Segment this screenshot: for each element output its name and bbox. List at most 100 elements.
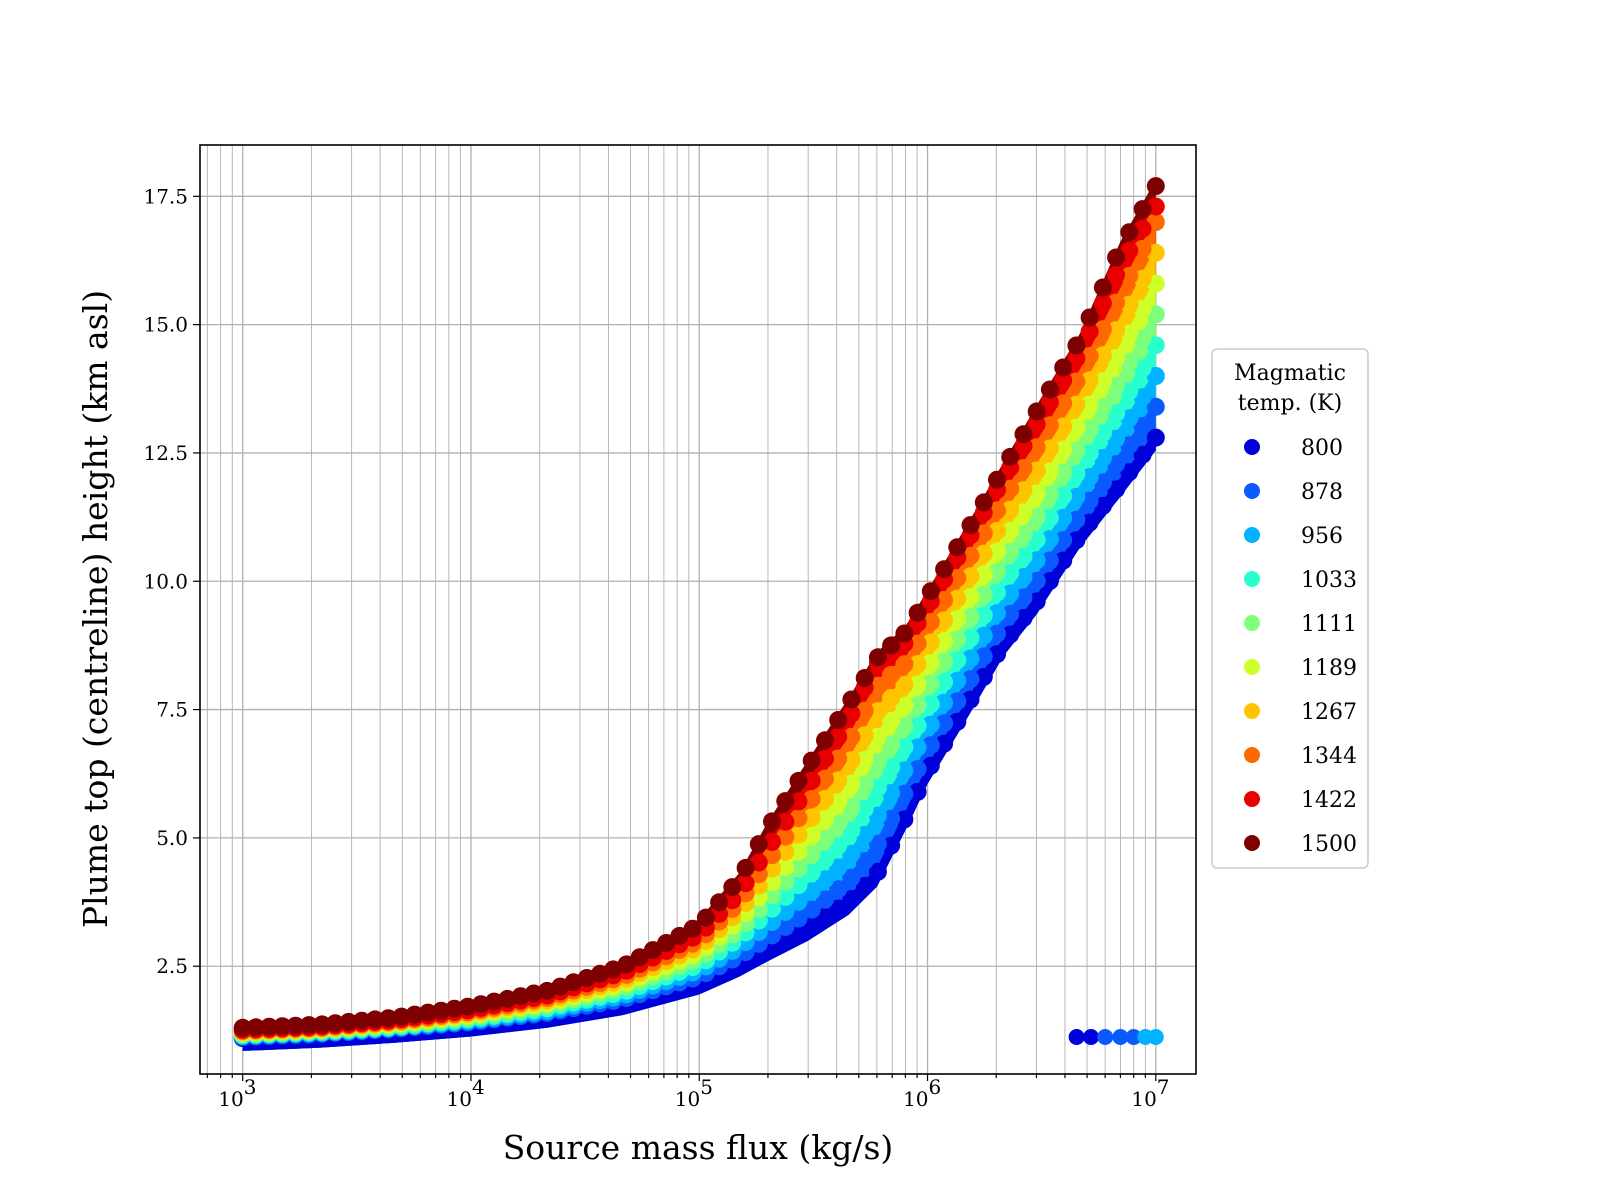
data-point-1500 xyxy=(630,948,649,967)
data-point-1500 xyxy=(260,1017,279,1036)
data-point-1111 xyxy=(1067,441,1086,460)
data-point-1033 xyxy=(948,651,967,670)
data-point-1344 xyxy=(1001,479,1020,498)
data-point-1500 xyxy=(1040,380,1059,399)
data-point-1189 xyxy=(802,826,821,845)
data-point-956 xyxy=(948,671,967,690)
data-point-1267 xyxy=(1014,481,1033,500)
data-point-1267 xyxy=(802,808,821,827)
data-point-1500 xyxy=(829,711,848,729)
x-tick-exponent: 7 xyxy=(1157,1075,1170,1099)
data-point-1267 xyxy=(1120,295,1139,314)
data-point-1033 xyxy=(855,799,874,818)
data-point-1500 xyxy=(352,1011,371,1030)
legend-marker-1033 xyxy=(1244,571,1260,587)
data-point-1500 xyxy=(749,835,768,854)
data-point-1267 xyxy=(935,611,954,630)
data-point-1189 xyxy=(961,588,980,606)
data-point-878 xyxy=(842,868,861,887)
data-point-1189 xyxy=(855,750,874,769)
x-tick-label: 10 3 xyxy=(218,1075,256,1111)
x-tick-label: 10 5 xyxy=(675,1075,713,1111)
data-point-878 xyxy=(1067,510,1086,529)
data-point-956 xyxy=(763,913,781,931)
data-point-800 xyxy=(935,734,954,753)
data-point-1500 xyxy=(617,955,636,974)
y-axis-ticks: 2.5 5.0 7.5 10.0 12.5 15.0 17.5 xyxy=(143,184,200,978)
data-point-1344 xyxy=(908,634,927,653)
legend-marker-1500 xyxy=(1244,835,1260,851)
data-point-1500 xyxy=(1146,177,1165,196)
legend-title: temp. (K) xyxy=(1238,391,1342,416)
data-point-1500 xyxy=(405,1005,424,1024)
legend-label-1111: 1111 xyxy=(1301,612,1357,637)
y-tick-label: 17.5 xyxy=(143,184,188,208)
data-point-800 xyxy=(842,890,861,908)
data-point-1500 xyxy=(432,1001,451,1020)
data-point-1267 xyxy=(1080,371,1099,390)
data-point-1500 xyxy=(1120,223,1139,242)
data-point-1267 xyxy=(921,633,940,652)
data-point-878 xyxy=(1001,605,1020,623)
data-point-956 xyxy=(1067,487,1086,506)
data-point-1111 xyxy=(1040,485,1059,504)
data-point-1500 xyxy=(683,919,702,938)
data-point-1267 xyxy=(961,567,980,586)
data-point-1189 xyxy=(816,810,834,828)
data-point-1344 xyxy=(1107,293,1126,312)
data-point-1422 xyxy=(1080,322,1099,341)
data-point-800 xyxy=(1001,625,1020,644)
data-point-1500 xyxy=(233,1018,252,1037)
data-point-1422 xyxy=(1093,294,1112,313)
data-point-800 xyxy=(1120,463,1139,482)
data-point-1500 xyxy=(286,1016,305,1035)
x-tick-base: 10 xyxy=(903,1087,928,1111)
legend-label-800: 800 xyxy=(1301,436,1343,461)
data-point-1111 xyxy=(789,859,808,878)
data-point-1500 xyxy=(379,1009,398,1028)
data-point-956 xyxy=(921,715,940,734)
data-point-1111 xyxy=(908,696,927,715)
plot-area-frame xyxy=(199,144,1197,1075)
data-point-1500 xyxy=(816,731,834,750)
legend-marker-1189 xyxy=(1244,659,1260,675)
legend: Magmatic temp. (K) 800 878 956 1033 1111 1189 12… xyxy=(1211,348,1369,869)
y-axis-label: Plume top (centreline) height (km asl) xyxy=(76,290,115,928)
legend-marker-878 xyxy=(1244,483,1260,499)
data-point-1422 xyxy=(1067,349,1086,368)
data-point-1267 xyxy=(1093,346,1112,365)
y-tick-label: 7.5 xyxy=(156,698,188,722)
data-point-1344 xyxy=(961,546,980,565)
x-tick-exponent: 4 xyxy=(472,1075,485,1099)
data-point-878 xyxy=(1054,531,1073,550)
data-point-1344 xyxy=(895,655,914,674)
legend-marker-1267 xyxy=(1244,703,1260,719)
data-point-1267 xyxy=(908,655,927,674)
data-point-1111 xyxy=(921,674,940,693)
data-point-800 xyxy=(1146,428,1165,447)
data-point-1267 xyxy=(868,702,887,721)
data-point-800 xyxy=(1067,531,1086,550)
data-point-1500 xyxy=(961,516,980,535)
data-point-1189 xyxy=(1040,462,1059,481)
data-point-1267 xyxy=(948,589,967,608)
data-point-956 xyxy=(961,649,980,668)
data-point-1111 xyxy=(1080,420,1099,438)
data-point-1189 xyxy=(921,654,940,672)
data-point-878 xyxy=(908,760,927,779)
data-point-1344 xyxy=(1093,320,1112,339)
data-point-1111 xyxy=(948,630,967,649)
data-point-800 xyxy=(974,667,993,686)
data-point-1500 xyxy=(1133,200,1152,219)
data-point-1500 xyxy=(1014,425,1033,444)
data-point-800 xyxy=(882,836,901,855)
data-point-1500 xyxy=(948,538,967,557)
data-point-878 xyxy=(1146,397,1165,416)
x-tick-base: 10 xyxy=(1131,1087,1156,1111)
y-tick-label: 10.0 xyxy=(143,569,188,593)
data-point-1500 xyxy=(895,624,914,643)
data-point-956 xyxy=(1146,367,1165,385)
legend-label-1033: 1033 xyxy=(1301,568,1357,593)
data-point-1344 xyxy=(1040,416,1059,435)
